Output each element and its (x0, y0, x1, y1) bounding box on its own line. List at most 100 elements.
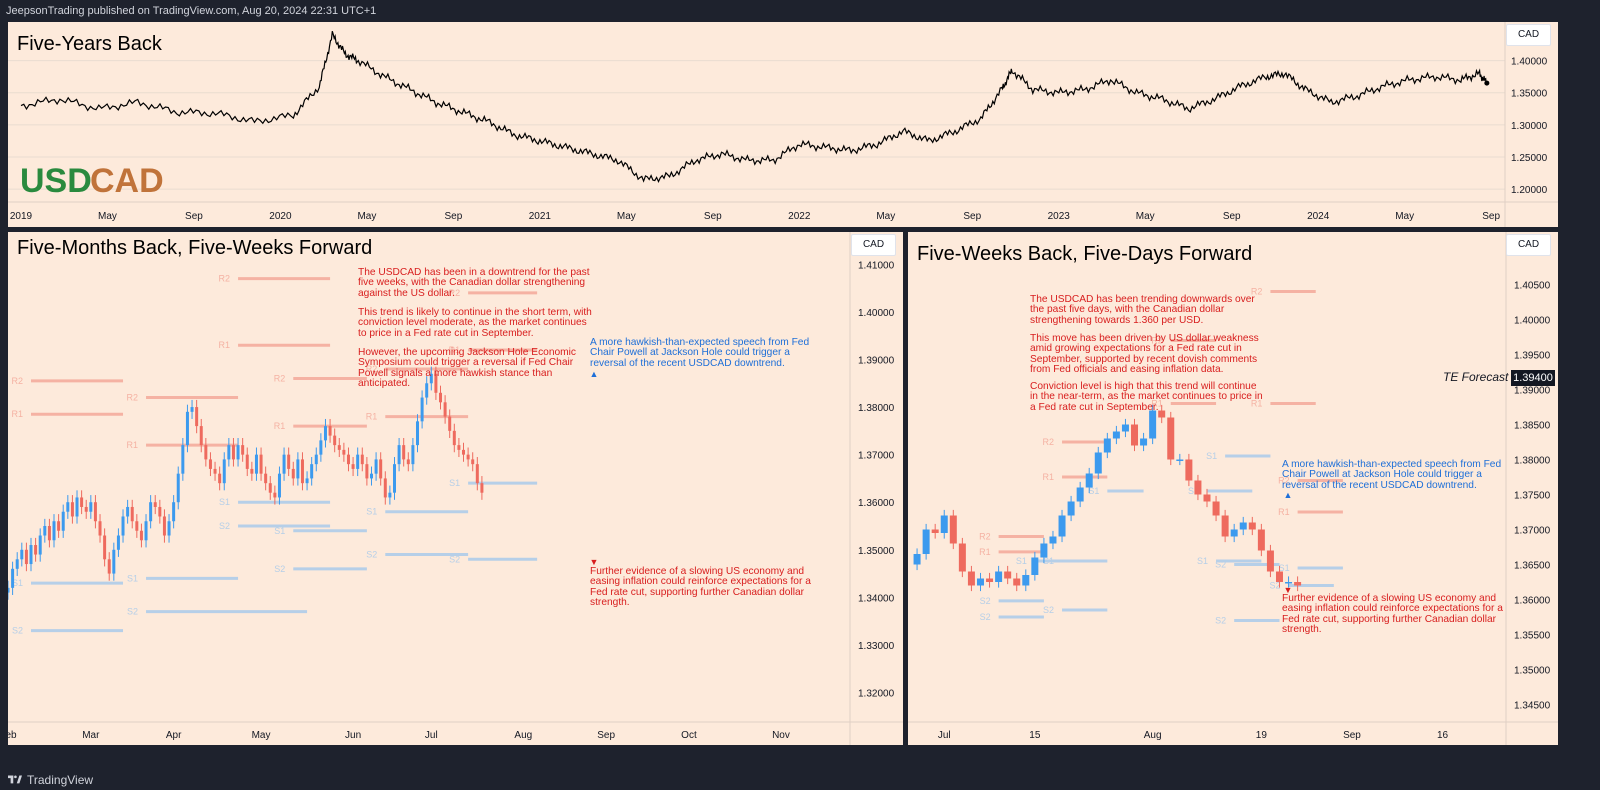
left-candle-body (98, 521, 102, 536)
left-candle-body (268, 483, 272, 493)
left-candle-body (190, 407, 194, 412)
left-candle-body (130, 506, 134, 522)
right-level-label: S2 (1270, 581, 1281, 591)
right-xtick-label: 15 (1029, 730, 1041, 741)
left-candle-body (291, 468, 295, 479)
left-xtick-label: Sep (597, 730, 615, 741)
left-candle-body (411, 445, 415, 465)
left-down-arrow-icon: ▼ (590, 557, 599, 567)
currency-button-left[interactable]: CAD (851, 234, 896, 256)
left-candle-body (429, 373, 433, 384)
left-candle-body (34, 545, 38, 555)
right-level-label: S2 (1215, 616, 1226, 626)
left-level-label: S2 (366, 550, 377, 560)
left-candle-body (181, 445, 185, 474)
right-ytick-label: 1.40500 (1514, 281, 1551, 292)
left-candle-body (250, 468, 254, 474)
logo-usd: USD (20, 162, 92, 200)
left-candle-body (24, 549, 28, 565)
left-level-label: R2 (366, 364, 378, 374)
right-candle-body (931, 529, 939, 533)
left-xtick-label: Oct (681, 730, 697, 741)
right-candle-body (1185, 459, 1193, 481)
right-xtick-label: 16 (1437, 730, 1449, 741)
left-candle-body (185, 411, 189, 446)
right-ytick-label: 1.36500 (1514, 561, 1551, 572)
left-candle-body (139, 530, 143, 541)
left-candle-body (93, 502, 97, 522)
left-annotation-main: The USDCAD has been in a downtrend for t… (358, 267, 590, 299)
left-candle-body (337, 445, 341, 450)
right-annotation-main: The USDCAD has been trending downwards o… (1030, 294, 1255, 326)
right-xtick-label: Aug (1144, 730, 1162, 741)
right-level-label: S2 (1188, 486, 1199, 496)
left-candle-body (116, 535, 120, 550)
right-candle-body (1266, 550, 1274, 572)
right-ytick-label: 1.34500 (1514, 701, 1551, 712)
right-ytick-label: 1.39500 (1514, 351, 1551, 362)
left-candle-body (158, 506, 162, 517)
left-candle-body (15, 559, 19, 569)
top-xtick-label: 2020 (269, 211, 292, 222)
top-xtick-label: 2019 (10, 211, 33, 222)
left-candle-body (144, 521, 148, 541)
right-xtick-label: 19 (1256, 730, 1268, 741)
right-level-label: S2 (980, 596, 991, 606)
top-xtick-label: Sep (185, 211, 203, 222)
right-annotation-downside: Further evidence of a slowing US economy… (1282, 593, 1503, 636)
left-candle-body (365, 464, 369, 479)
right-level-label: S2 (980, 612, 991, 622)
left-candle-body (103, 535, 107, 560)
left-xtick-label: Apr (166, 730, 182, 741)
left-candle-body (374, 459, 378, 474)
left-candle-body (388, 492, 392, 498)
left-candle-body (149, 502, 153, 522)
right-annotation-conviction: Conviction level is high that this trend… (1030, 381, 1263, 413)
left-candle-body (406, 459, 410, 465)
right-candle-body (949, 515, 957, 544)
right-panel-title: Five-Weeks Back, Five-Days Forward (917, 243, 1253, 265)
left-candle-body (323, 426, 327, 441)
left-ytick-label: 1.36000 (858, 498, 895, 509)
right-ytick-label: 1.38000 (1514, 456, 1551, 467)
left-candle-body (84, 506, 88, 512)
footer-brand: TradingView (27, 773, 94, 787)
right-annotation-upside: A more hawkish-than-expected speech from… (1282, 459, 1502, 491)
left-candle-body (121, 516, 125, 536)
five-weeks-chart: 1.410001.405001.400001.395001.390001.385… (908, 232, 1558, 745)
right-candle-body (1013, 578, 1021, 586)
right-level-label: R1 (979, 547, 991, 557)
left-ytick-label: 1.35000 (858, 546, 895, 557)
top-xtick-label: May (617, 211, 636, 222)
right-candle-body (1285, 582, 1293, 584)
right-candle-body (1239, 522, 1247, 530)
right-up-arrow-icon: ▲ (1284, 490, 1293, 500)
left-level-label: S2 (449, 554, 460, 564)
left-candle-body (277, 473, 281, 498)
currency-button-top[interactable]: CAD (1506, 24, 1551, 46)
left-level-label: R1 (274, 421, 286, 431)
right-candle-body (1275, 571, 1283, 582)
tradingview-logo-icon (8, 775, 22, 784)
te-forecast-label: TE Forecast (1443, 370, 1509, 384)
right-candle-body (1158, 410, 1166, 418)
right-candle-body (1040, 543, 1048, 558)
left-candle-body (300, 459, 304, 484)
left-candle-body (466, 454, 470, 460)
top-xtick-label: Sep (444, 211, 462, 222)
last-price-dot (1484, 80, 1490, 86)
left-candle-body (47, 526, 51, 541)
right-level-label: S1 (1206, 451, 1217, 461)
left-ytick-label: 1.39000 (858, 355, 895, 366)
left-candle-body (162, 516, 166, 536)
currency-button-right[interactable]: CAD (1506, 234, 1551, 256)
left-level-label: R1 (449, 345, 461, 355)
left-level-label: R2 (219, 274, 231, 284)
right-level-label: S1 (1279, 563, 1290, 573)
right-level-label: S1 (1016, 556, 1027, 566)
left-level-label: S1 (274, 526, 285, 536)
left-candle-body (379, 459, 383, 479)
left-candle-body (273, 492, 277, 498)
left-candle-body (259, 454, 263, 474)
right-candle-body (1022, 575, 1030, 586)
